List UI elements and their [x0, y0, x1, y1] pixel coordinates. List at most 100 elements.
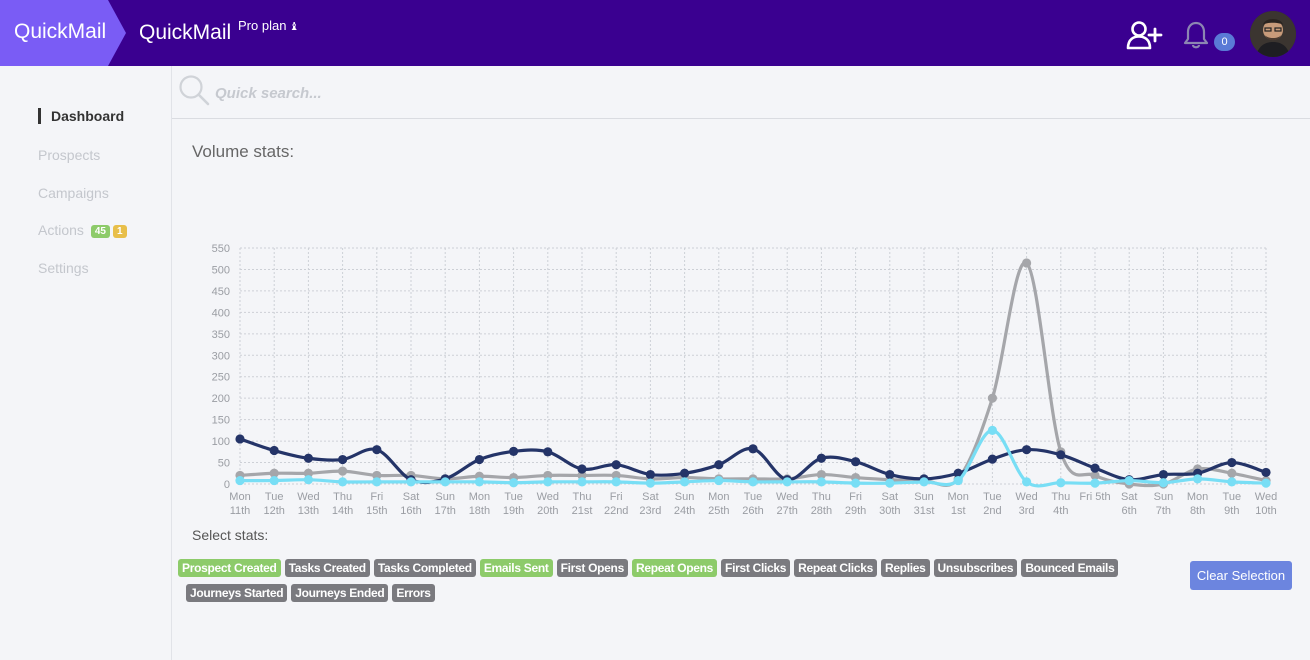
data-point	[1022, 258, 1032, 268]
data-point	[303, 453, 313, 463]
x-tick-label: Tue	[265, 491, 284, 503]
x-tick-label: 25th	[708, 505, 729, 517]
x-tick-label: Wed	[297, 491, 319, 503]
stat-tag-prospect-created[interactable]: Prospect Created	[178, 559, 281, 577]
notification-count-badge: 0	[1214, 33, 1235, 51]
data-point	[885, 469, 895, 480]
sidebar-item-settings[interactable]: Settings	[38, 260, 89, 276]
stat-tag-journeys-ended[interactable]: Journeys Ended	[291, 584, 389, 602]
brand-tab-arrow	[108, 0, 126, 66]
data-point	[1090, 470, 1100, 481]
x-tick-label: Tue	[1223, 491, 1242, 503]
stat-tag-first-opens[interactable]: First Opens	[556, 559, 628, 577]
sidebar-item-prospects[interactable]: Prospects	[38, 147, 101, 163]
data-point	[509, 478, 519, 488]
sidebar-item-label: Actions	[38, 222, 84, 238]
stat-tag-bounced-emails[interactable]: Bounced Emails	[1021, 559, 1119, 577]
data-point	[645, 469, 655, 480]
app-title: QuickMail	[139, 21, 232, 44]
y-tick-label: 0	[224, 479, 230, 491]
data-point	[543, 477, 553, 487]
x-tick-label: Sat	[1121, 491, 1138, 503]
x-tick-label: Mon	[708, 491, 729, 503]
y-tick-label: 250	[212, 372, 230, 384]
sidebar-item-campaigns[interactable]: Campaigns	[38, 185, 109, 201]
sidebar-item-dashboard[interactable]: Dashboard	[38, 108, 124, 124]
stat-tag-repeat-clicks[interactable]: Repeat Clicks	[794, 559, 877, 577]
data-point	[269, 445, 279, 456]
x-tick-label: Sat	[882, 491, 899, 503]
x-tick-label: 30th	[879, 505, 900, 517]
data-point	[235, 434, 245, 444]
x-tick-label: Sun	[675, 491, 695, 503]
x-tick-label: Fri	[370, 491, 383, 503]
x-tick-label: 3rd	[1019, 505, 1035, 517]
y-tick-label: 150	[212, 415, 230, 427]
actions-alert-badge: 1	[112, 225, 127, 238]
x-tick-label: Tue	[744, 491, 763, 503]
data-point	[1022, 445, 1032, 455]
volume-stats-title: Volume stats:	[192, 142, 295, 161]
stat-tag-row: Prospect Created Tasks Created Tasks Compl…	[178, 559, 1122, 577]
data-point	[269, 468, 279, 478]
stat-tag-errors[interactable]: Errors	[392, 584, 435, 602]
notifications-button[interactable]	[1182, 20, 1210, 50]
data-point	[645, 478, 655, 488]
x-tick-label: 22nd	[604, 505, 628, 517]
data-point	[474, 477, 484, 487]
x-tick-label: Thu	[1051, 491, 1070, 503]
y-tick-label: 450	[212, 286, 230, 298]
data-point	[577, 477, 587, 487]
data-point	[303, 468, 313, 478]
data-point	[816, 453, 827, 463]
data-point	[303, 475, 313, 485]
x-tick-label: 8th	[1190, 505, 1205, 517]
x-tick-label: 23rd	[639, 505, 661, 517]
volume-chart: 0 50 100 150 200 250 300 350 400 450 500 550 Mon 11th…	[192, 236, 1288, 522]
brand-tab[interactable]: QuickMail	[0, 0, 108, 66]
data-point	[577, 464, 587, 474]
data-point	[987, 454, 998, 464]
data-point	[680, 477, 690, 487]
x-tick-label: 26th	[742, 505, 763, 517]
stat-tag-tasks-completed[interactable]: Tasks Completed	[373, 559, 476, 577]
stat-tag-emails-sent[interactable]: Emails Sent	[479, 559, 553, 577]
actions-pending-badge: 45	[90, 225, 110, 238]
search-input[interactable]	[215, 80, 715, 106]
stat-tag-replies[interactable]: Replies	[880, 559, 930, 577]
stat-tag-first-clicks[interactable]: First Clicks	[721, 559, 791, 577]
x-tick-label: 18th	[469, 505, 490, 517]
data-point	[851, 457, 861, 467]
y-tick-label: 400	[212, 307, 230, 319]
x-tick-label: 10th	[1255, 505, 1276, 517]
x-tick-label: Wed	[537, 491, 559, 503]
x-tick-label: Thu	[812, 491, 831, 503]
data-point	[1056, 450, 1066, 460]
x-tick-label: Wed	[776, 491, 798, 503]
data-point	[269, 475, 279, 486]
data-point	[1124, 475, 1134, 486]
user-avatar-image	[1250, 11, 1296, 57]
x-tick-label: Tue	[983, 491, 1002, 503]
sidebar-item-actions[interactable]: Actions 45 1	[38, 222, 127, 238]
data-point	[1227, 468, 1237, 478]
y-tick-label: 500	[212, 264, 230, 276]
plan-label: Pro plan	[238, 18, 287, 33]
stat-tag-tasks-created[interactable]: Tasks Created	[284, 559, 370, 577]
x-tick-label: Mon	[947, 491, 968, 503]
clear-selection-button[interactable]: Clear Selection	[1190, 561, 1292, 590]
user-avatar[interactable]	[1250, 11, 1296, 57]
data-point	[372, 445, 382, 455]
stat-tag-repeat-opens[interactable]: Repeat Opens	[631, 559, 718, 577]
x-tick-label: 7th	[1156, 505, 1171, 517]
add-user-button[interactable]	[1126, 20, 1164, 50]
data-point	[611, 477, 621, 487]
stat-tag-unsubscribes[interactable]: Unsubscribes	[933, 559, 1018, 577]
x-tick-label: 6th	[1122, 505, 1137, 517]
data-point	[919, 477, 929, 487]
data-point	[851, 478, 861, 488]
brand-logo-text[interactable]: QuickMail	[14, 20, 107, 43]
data-point	[987, 425, 998, 435]
data-point	[543, 470, 553, 481]
stat-tag-journeys-started[interactable]: Journeys Started	[186, 584, 288, 602]
